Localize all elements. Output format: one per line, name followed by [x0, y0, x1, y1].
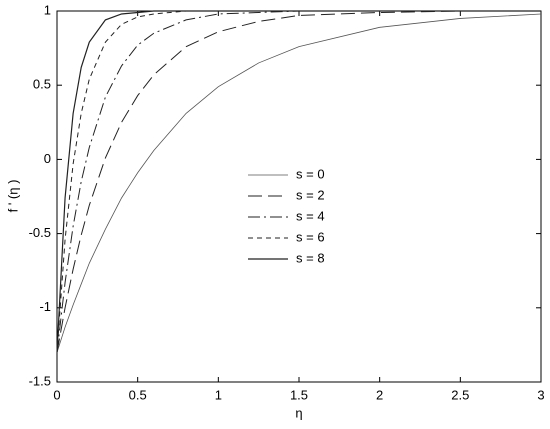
y-tick-label: -0.5 — [29, 225, 51, 240]
y-tick-label: 0.5 — [33, 77, 51, 92]
x-tick-label: 1.5 — [290, 387, 308, 402]
x-axis-label: η — [295, 405, 302, 420]
x-tick-label: 3 — [537, 387, 544, 402]
y-tick-label: -1 — [39, 299, 51, 314]
x-tick-label: 1 — [215, 387, 222, 402]
legend-label: s = 0 — [296, 166, 325, 181]
x-tick-label: 0.5 — [129, 387, 147, 402]
x-tick-label: 0 — [53, 387, 60, 402]
y-tick-label: 1 — [44, 2, 51, 17]
x-tick-label: 2 — [376, 387, 383, 402]
legend-label: s = 8 — [296, 250, 325, 265]
y-tick-label: -1.5 — [29, 373, 51, 388]
legend-label: s = 4 — [296, 208, 325, 223]
plot-frame — [56, 10, 542, 383]
series-line — [56, 13, 542, 353]
series-line — [56, 10, 541, 353]
series-line — [56, 10, 541, 353]
y-axis-label: f ' (η ) — [5, 180, 20, 213]
x-tick-label: 2.5 — [451, 387, 469, 402]
legend-label: s = 6 — [296, 229, 325, 244]
y-tick-label: 0 — [44, 151, 51, 166]
legend-label: s = 2 — [296, 187, 325, 202]
